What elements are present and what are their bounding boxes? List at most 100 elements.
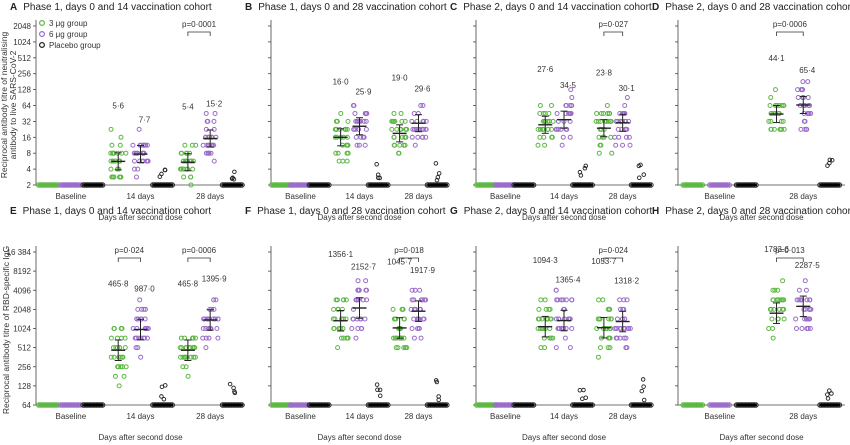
data-point: [781, 103, 787, 108]
data-point: [600, 297, 606, 303]
data-point: [416, 316, 422, 322]
data-point: [375, 387, 380, 393]
series-g6-group-2: [200, 297, 221, 351]
p-value-label: p=0·0001: [182, 20, 217, 29]
data-point: [801, 118, 807, 124]
gmt-label: 1917·9: [410, 266, 435, 275]
data-point: [411, 335, 417, 341]
series-g6-group-2: [612, 95, 633, 148]
data-point: [355, 287, 361, 293]
data-point: [188, 158, 194, 164]
data-point: [159, 394, 164, 399]
x-axis-label: Days after second dose: [522, 433, 607, 442]
data-point: [351, 126, 357, 132]
y-axis-title-line: antibody to live SARS-CoV-2: [8, 50, 18, 159]
series-placebo-group-1: [365, 162, 391, 188]
legend-marker: [38, 20, 45, 27]
series-placebo-group-1: [570, 387, 595, 408]
data-point: [558, 126, 564, 132]
data-point: [375, 175, 381, 181]
x-tick-label: Baseline: [285, 412, 316, 421]
data-point: [803, 126, 809, 132]
data-point: [142, 326, 148, 331]
series-g3-group-1: [535, 297, 556, 351]
data-point: [389, 126, 395, 132]
data-point: [193, 142, 199, 148]
x-tick-label: Baseline: [285, 192, 316, 201]
series-placebo-group-0: [511, 402, 537, 408]
data-point: [180, 354, 186, 360]
data-point: [360, 297, 366, 303]
data-point: [118, 354, 124, 360]
data-point: [362, 316, 368, 322]
data-point: [597, 316, 603, 322]
data-point: [190, 166, 196, 172]
series-placebo-group-1: [365, 382, 391, 408]
data-point: [624, 126, 630, 132]
data-point: [402, 134, 408, 140]
x-tick-label: Baseline: [490, 412, 521, 421]
data-point: [542, 297, 548, 303]
data-point: [620, 326, 626, 331]
x-tick-label: 28 days: [196, 412, 224, 421]
data-point: [434, 177, 440, 183]
data-point: [542, 142, 548, 148]
data-point: [138, 354, 144, 360]
data-point: [144, 326, 150, 331]
data-point: [560, 297, 566, 303]
legend-label: 6 μg group: [49, 30, 88, 39]
data-point: [353, 126, 359, 132]
data-point: [549, 134, 555, 140]
data-point: [415, 134, 421, 140]
data-point: [542, 110, 548, 116]
data-point: [397, 142, 403, 148]
data-point: [808, 306, 814, 312]
data-point: [203, 134, 209, 140]
data-point: [627, 326, 633, 331]
data-point: [395, 345, 401, 351]
series-g3-group-1: [330, 297, 351, 351]
series-placebo-group-1: [150, 383, 175, 408]
gmt-label: 29·6: [414, 84, 431, 93]
data-point: [612, 326, 618, 331]
data-point: [435, 175, 441, 180]
data-point: [641, 384, 646, 389]
data-point: [766, 326, 772, 331]
data-point: [403, 345, 409, 351]
data-point: [401, 345, 407, 351]
series-g6-group-0: [492, 182, 518, 188]
x-tick-label: Baseline: [55, 412, 86, 421]
data-point: [333, 126, 339, 132]
panel-B: B Phase 1, days 0 and 28 vaccination coho…: [245, 2, 450, 222]
data-point: [423, 134, 429, 140]
gmt-label: 30·1: [619, 84, 636, 93]
data-point: [409, 134, 415, 140]
data-point: [569, 326, 575, 331]
panel-title: D Phase 2, days 0 and 28 vaccination coho…: [652, 2, 850, 13]
data-point: [558, 297, 564, 303]
data-point: [768, 126, 774, 132]
y-tick-label: 64: [22, 401, 31, 410]
data-point: [554, 110, 560, 116]
panel-E: E Phase 1, days 0 and 14 vaccination coho…: [7, 206, 245, 442]
data-point: [330, 316, 336, 322]
data-point: [825, 392, 830, 397]
data-point: [581, 387, 586, 393]
data-point: [568, 87, 574, 93]
data-point: [414, 316, 420, 322]
data-point: [553, 345, 559, 351]
data-point: [185, 373, 191, 379]
data-point: [351, 103, 357, 108]
data-point: [212, 110, 218, 116]
panel-title-text: Phase 1, days 0 and 14 vaccination cohor…: [23, 2, 212, 13]
data-point: [596, 150, 602, 156]
data-point: [617, 110, 623, 116]
data-point: [211, 118, 217, 124]
data-point: [604, 103, 610, 108]
p-value-label: p=0·0006: [182, 246, 217, 255]
data-point: [418, 103, 424, 108]
x-tick-label: 28 days: [789, 192, 817, 201]
data-point: [135, 345, 141, 351]
gmt-label: 1783·6: [764, 245, 789, 254]
data-point: [359, 326, 365, 331]
